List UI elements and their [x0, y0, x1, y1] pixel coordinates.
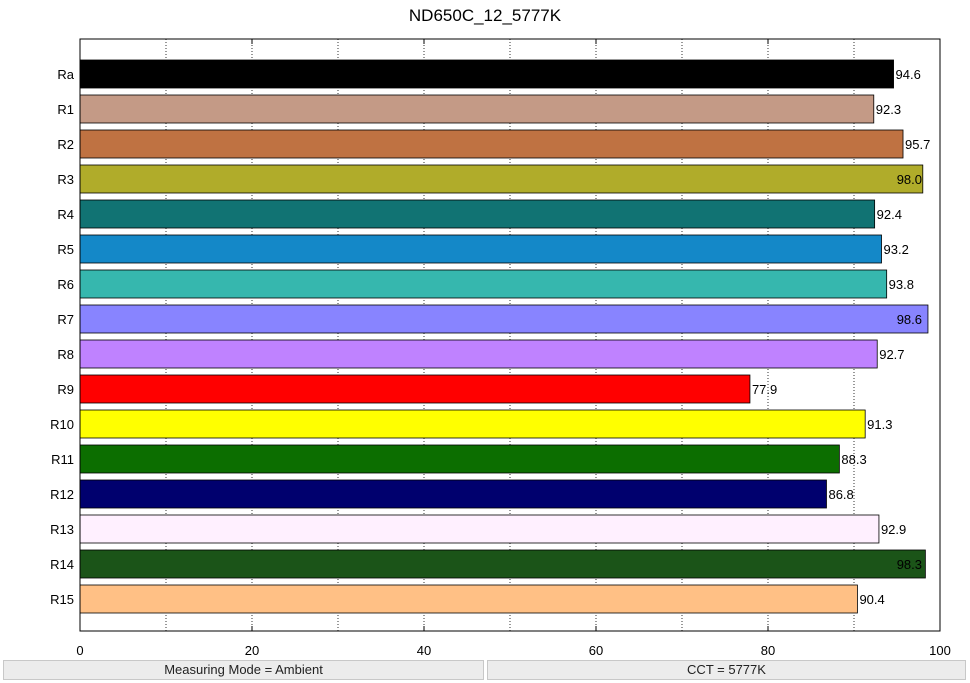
bar-r4	[79, 199, 876, 229]
value-label: 93.2	[884, 242, 909, 257]
x-tick-label: 20	[245, 643, 259, 658]
value-label: 90.4	[859, 592, 884, 607]
value-label: 98.3	[897, 557, 922, 572]
value-label: 86.8	[828, 487, 853, 502]
value-label: 98.6	[897, 312, 922, 327]
value-label: 92.4	[877, 207, 902, 222]
bar-r10	[79, 409, 866, 439]
category-label: R15	[50, 592, 74, 607]
value-label: 92.9	[881, 522, 906, 537]
category-label: R3	[57, 172, 74, 187]
x-tick-label: 100	[929, 643, 951, 658]
bar-r9	[79, 374, 751, 404]
bar-r1	[79, 94, 875, 124]
bar-r5	[79, 234, 882, 264]
bar-r8	[79, 339, 878, 369]
category-label: R4	[57, 207, 74, 222]
value-label: 95.7	[905, 137, 930, 152]
category-label: Ra	[57, 67, 74, 82]
category-label: R7	[57, 312, 74, 327]
value-label: 77.9	[752, 382, 777, 397]
value-label: 94.6	[896, 67, 921, 82]
x-tick-label: 0	[76, 643, 83, 658]
category-label: R13	[50, 522, 74, 537]
x-tick-label: 60	[589, 643, 603, 658]
plot-frame	[79, 38, 941, 632]
category-label: R12	[50, 487, 74, 502]
category-label: R6	[57, 277, 74, 292]
bar-r14	[79, 549, 926, 579]
x-tick-label: 80	[761, 643, 775, 658]
category-label: R10	[50, 417, 74, 432]
bar-ra	[79, 59, 894, 89]
bar-r6	[79, 269, 888, 299]
value-label: 93.8	[889, 277, 914, 292]
category-label: R1	[57, 102, 74, 117]
bar-r11	[79, 444, 840, 474]
value-label: 98.0	[897, 172, 922, 187]
value-label: 92.7	[879, 347, 904, 362]
category-label: R9	[57, 382, 74, 397]
category-label: R14	[50, 557, 74, 572]
bar-r3	[79, 164, 924, 194]
cct-status: CCT = 5777K	[487, 660, 966, 680]
bar-r13	[79, 514, 880, 544]
bar-chart: Ra 94.6 R1 92.3 R2 95.7 R3 98.0 R4 92.4 R5 93.2 R6 93…	[50, 38, 951, 658]
value-label: 88.3	[841, 452, 866, 467]
category-label: R5	[57, 242, 74, 257]
category-label: R11	[51, 452, 74, 467]
category-label: R8	[57, 347, 74, 362]
bar-r2	[79, 129, 904, 159]
bar-r15	[79, 584, 858, 614]
measuring-mode-status: Measuring Mode = Ambient	[3, 660, 484, 680]
bar-r12	[79, 479, 827, 509]
bar-r7	[79, 304, 929, 334]
category-label: R2	[57, 137, 74, 152]
x-tick-label: 40	[417, 643, 431, 658]
value-label: 91.3	[867, 417, 892, 432]
chart-title: ND650C_12_5777K	[408, 6, 562, 25]
value-label: 92.3	[876, 102, 901, 117]
